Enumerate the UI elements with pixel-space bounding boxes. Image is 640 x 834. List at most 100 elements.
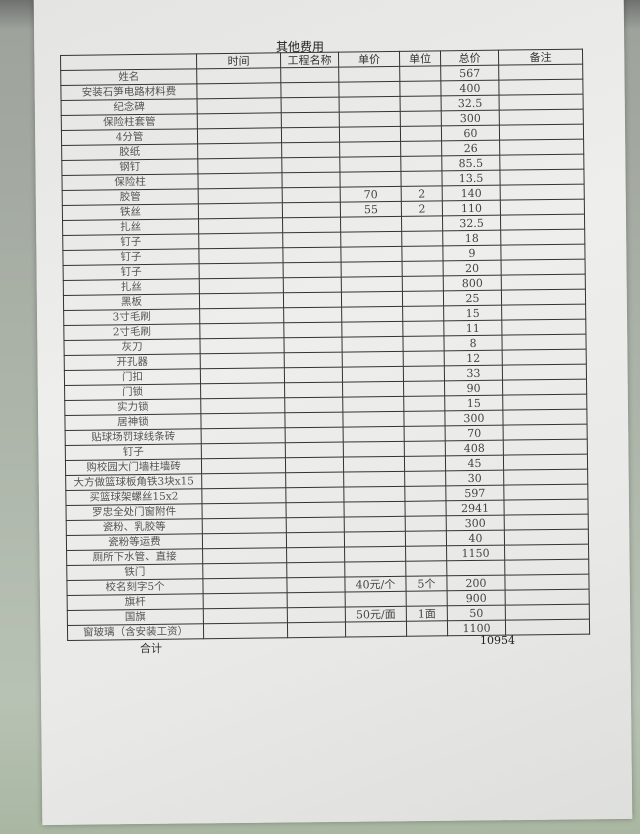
cell-item-name: 瓷粉等运费 xyxy=(66,533,203,551)
cell-unit-price xyxy=(344,531,406,548)
cell-unit-price: 55 xyxy=(340,201,402,218)
cell-time xyxy=(201,427,286,444)
cell-unit xyxy=(406,620,448,637)
cell-remarks xyxy=(499,139,584,156)
cell-project xyxy=(283,337,343,353)
cell-project xyxy=(281,97,340,113)
cell-remarks xyxy=(500,184,585,201)
cell-total: 200 xyxy=(446,575,506,591)
cell-project xyxy=(286,517,345,533)
cell-total: 85.5 xyxy=(441,155,500,171)
cell-item-name: 铁门 xyxy=(66,563,203,581)
cell-item-name: 实力锁 xyxy=(64,398,201,416)
cell-unit-price xyxy=(344,516,406,533)
cell-unit-price xyxy=(343,486,405,503)
cell-remarks xyxy=(502,394,587,411)
cell-project xyxy=(281,127,340,143)
cell-unit-price xyxy=(341,321,403,338)
cell-project xyxy=(280,67,339,83)
cell-unit-price xyxy=(343,441,405,458)
cell-project xyxy=(281,112,340,128)
cell-unit xyxy=(404,455,446,472)
cell-unit xyxy=(402,305,444,322)
cell-remarks xyxy=(500,244,586,261)
cell-time xyxy=(197,127,282,144)
cell-item-name: 钉子 xyxy=(62,248,200,266)
cell-remarks xyxy=(500,229,585,246)
cell-total: 2941 xyxy=(445,500,505,516)
cell-total: 900 xyxy=(447,590,506,606)
cell-project xyxy=(285,472,344,488)
cell-item-name: 钉子 xyxy=(65,443,202,461)
cell-unit xyxy=(400,110,442,127)
cell-unit xyxy=(399,65,441,82)
cell-unit xyxy=(404,470,446,487)
cell-remarks xyxy=(501,319,586,336)
cell-item-name: 瓷粉、乳胶等 xyxy=(66,518,203,536)
cell-total: 567 xyxy=(440,65,499,81)
cell-project xyxy=(284,397,343,413)
cell-project xyxy=(283,277,342,293)
cell-project xyxy=(285,502,345,518)
cell-time xyxy=(199,337,285,354)
cell-total xyxy=(446,560,505,576)
cell-item-name: 窗玻璃（含安装工资） xyxy=(67,623,204,641)
cell-item-name: 开孔器 xyxy=(64,353,201,371)
cell-total: 597 xyxy=(445,485,504,501)
cell-unit: 1面 xyxy=(406,605,448,622)
cell-total: 26 xyxy=(441,140,500,156)
cell-unit-price xyxy=(341,276,403,293)
cell-time xyxy=(200,397,285,414)
cell-total: 1150 xyxy=(446,545,505,561)
cell-time xyxy=(197,142,282,159)
cell-unit: 5个 xyxy=(405,575,448,592)
cell-project xyxy=(285,457,344,473)
cell-remarks xyxy=(498,79,584,96)
cell-remarks xyxy=(499,94,584,111)
cell-project xyxy=(282,187,341,203)
header-total: 总价 xyxy=(440,50,499,66)
cell-total: 400 xyxy=(440,80,500,96)
cell-time xyxy=(198,202,283,219)
cell-unit-price xyxy=(338,81,401,98)
cell-remarks xyxy=(498,64,583,81)
cell-project xyxy=(285,442,344,458)
cell-item-name: 铁丝 xyxy=(62,203,199,221)
cell-remarks xyxy=(503,469,588,486)
cell-unit xyxy=(403,410,446,427)
cell-project xyxy=(286,562,345,578)
cell-project xyxy=(285,487,344,503)
cell-unit-price xyxy=(339,171,402,188)
cell-remarks xyxy=(504,574,590,591)
cell-item-name: 扎丝 xyxy=(62,218,199,236)
cell-unit xyxy=(400,155,442,172)
cell-unit-price: 70 xyxy=(340,186,402,203)
cell-unit xyxy=(405,530,447,547)
cell-project xyxy=(281,142,340,158)
cell-total: 15 xyxy=(444,395,503,411)
cell-total: 20 xyxy=(443,260,502,276)
cell-total: 11 xyxy=(443,320,502,336)
cell-time xyxy=(203,622,288,639)
cell-item-name: 厕所下水管、直接 xyxy=(66,548,203,566)
cell-remarks xyxy=(505,619,590,636)
cell-project xyxy=(283,322,342,338)
cell-item-name: 门扣 xyxy=(64,368,201,386)
cell-unit-price: 50元/面 xyxy=(345,606,407,623)
cell-item-name: 保险柱 xyxy=(61,173,199,191)
cell-remarks xyxy=(505,589,590,606)
cell-time xyxy=(197,112,282,129)
cell-remarks xyxy=(502,349,587,366)
cell-item-name: 黑板 xyxy=(63,293,200,311)
header-name xyxy=(60,53,197,71)
cell-item-name: 胶纸 xyxy=(61,143,198,161)
cell-total: 8 xyxy=(443,335,503,351)
cell-time xyxy=(198,247,284,264)
cell-project xyxy=(281,157,340,173)
cell-item-name: 旗杆 xyxy=(67,593,204,611)
cell-time xyxy=(202,547,287,564)
cell-unit xyxy=(402,290,444,307)
cell-unit-price xyxy=(342,351,404,368)
cell-item-name: 钉子 xyxy=(63,263,200,281)
cell-item-name: 胶管 xyxy=(62,188,199,206)
